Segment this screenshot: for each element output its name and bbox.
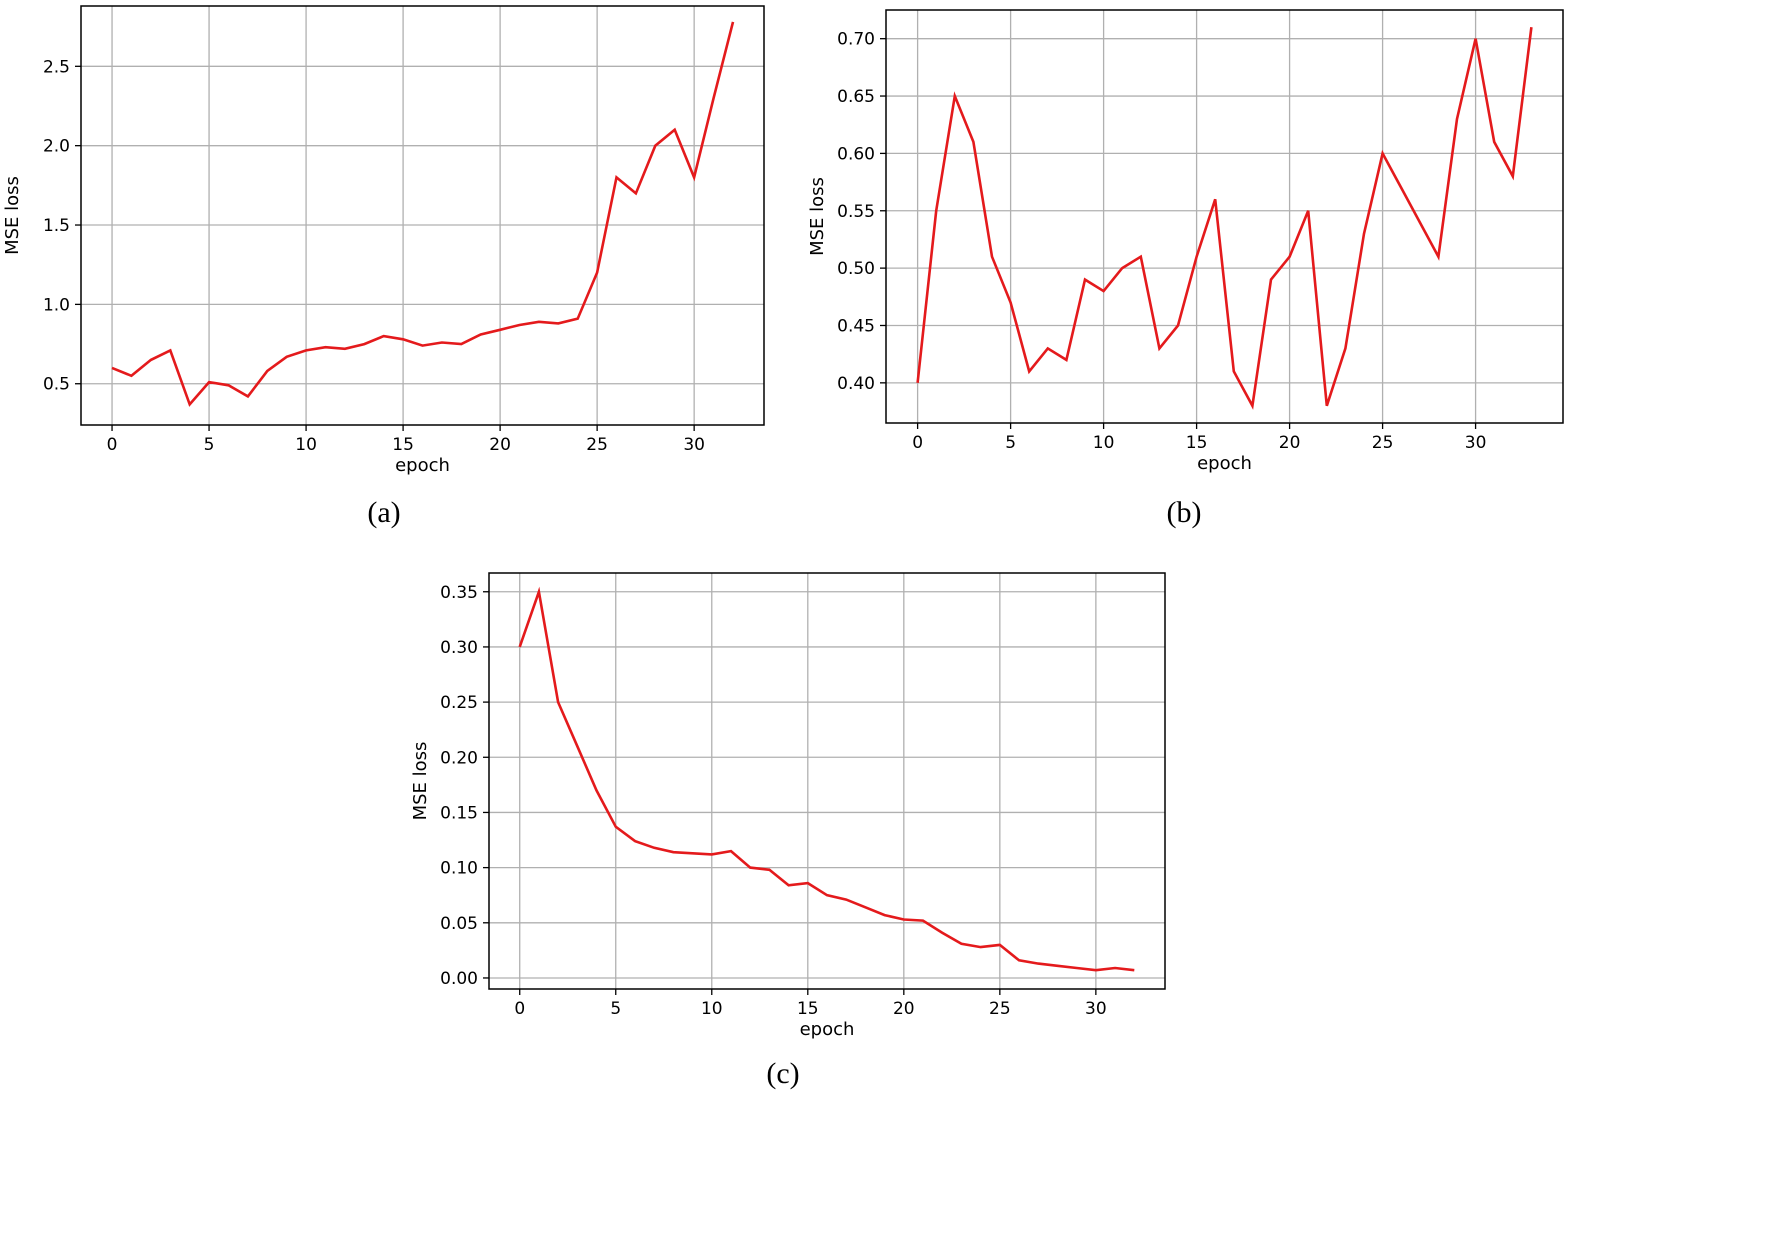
x-tick-label: 25 (1372, 433, 1394, 453)
x-tick-label: 20 (489, 435, 511, 455)
x-tick-label: 10 (1093, 433, 1115, 453)
plot-frame (80, 5, 765, 426)
x-tick-label: 15 (1186, 433, 1208, 453)
y-tick-label: 0.65 (837, 87, 875, 107)
y-tick-label: 0.25 (440, 693, 478, 713)
y-tick-label: 1.0 (43, 295, 70, 315)
y-tick-label: 0.70 (837, 30, 875, 50)
chart-panel-a: 0 5 10 15 20 25 30 0.5 1.0 1.5 2.0 2.5 epoch MSE loss (0, 0, 880, 500)
x-tick-label: 10 (701, 999, 723, 1019)
x-tick-label: 0 (912, 433, 923, 453)
x-tick-label: 0 (107, 435, 118, 455)
x-tick-label: 0 (514, 999, 525, 1019)
caption-c: (c) (766, 1057, 800, 1090)
y-tick-label: 0.15 (440, 803, 478, 823)
chart-panel-b: 0 5 10 15 20 25 30 0.40 0.45 0.50 0.55 0.60 0.65 0.70… (0, 0, 1787, 500)
plot-frame (885, 9, 1564, 424)
caption-b: (b) (1166, 496, 1202, 529)
series-line (916, 27, 1533, 410)
x-tick-label: 10 (295, 435, 317, 455)
y-tick-label: 0.60 (837, 144, 875, 164)
x-tick-label: 25 (989, 999, 1011, 1019)
y-tick-label: 0.05 (440, 914, 478, 934)
y-tick-label: 0.5 (43, 375, 70, 395)
y-tick-label: 0.45 (837, 316, 875, 336)
y-tick-label: 0.00 (440, 969, 478, 989)
x-tick-label: 30 (683, 435, 705, 455)
x-tick-label: 5 (204, 435, 215, 455)
x-tick-label: 15 (392, 435, 414, 455)
y-tick-label: 0.35 (440, 583, 478, 603)
y-tick-label: 0.55 (837, 202, 875, 222)
y-tick-label: 0.20 (440, 748, 478, 768)
chart-a: 0 5 10 15 20 25 30 0.5 1.0 1.5 2.0 2.5 epoch MSE loss (2, 5, 765, 476)
x-axis-label: epoch (395, 455, 450, 476)
x-tick-label: 20 (893, 999, 915, 1019)
x-tick-label: 15 (797, 999, 819, 1019)
y-tick-label: 2.5 (43, 57, 70, 77)
x-tick-label: 5 (1005, 433, 1016, 453)
y-tick-label: 0.40 (837, 374, 875, 394)
x-tick-label: 25 (586, 435, 608, 455)
y-tick-label: 2.0 (43, 137, 70, 157)
y-tick-label: 0.50 (837, 259, 875, 279)
y-axis-label: MSE loss (410, 742, 431, 821)
x-tick-label: 30 (1085, 999, 1107, 1019)
y-axis-label: MSE loss (2, 176, 23, 255)
y-axis-label: MSE loss (807, 177, 828, 256)
plot-frame (488, 572, 1166, 990)
x-tick-label: 5 (610, 999, 621, 1019)
y-tick-label: 0.30 (440, 638, 478, 658)
chart-b: 0 5 10 15 20 25 30 0.40 0.45 0.50 0.55 0.60 0.65 0.70… (807, 9, 1564, 474)
x-axis-label: epoch (800, 1019, 855, 1040)
x-tick-label: 20 (1279, 433, 1301, 453)
series-line (518, 586, 1135, 972)
y-tick-label: 1.5 (43, 216, 70, 236)
caption-a: (a) (367, 496, 401, 529)
x-tick-label: 30 (1465, 433, 1487, 453)
x-axis-label: epoch (1197, 453, 1252, 474)
y-tick-label: 0.10 (440, 859, 478, 879)
